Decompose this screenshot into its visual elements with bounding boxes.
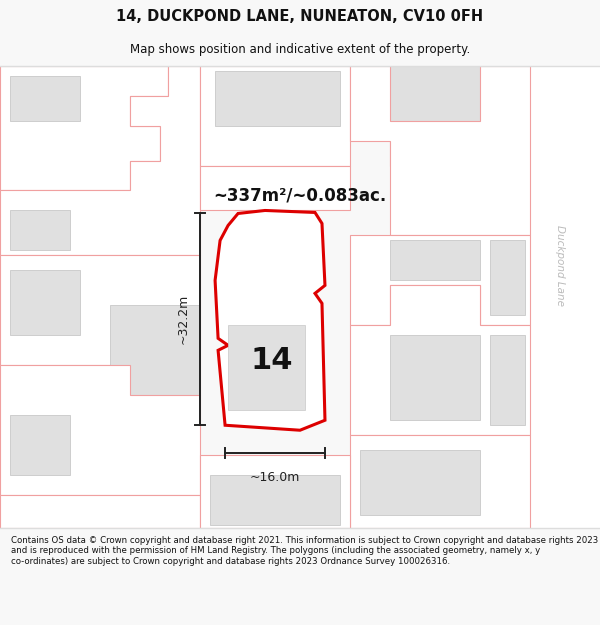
Polygon shape — [210, 475, 340, 525]
Polygon shape — [390, 66, 480, 131]
Polygon shape — [10, 211, 70, 251]
Polygon shape — [490, 241, 525, 316]
Polygon shape — [1, 365, 200, 495]
Text: 14: 14 — [251, 346, 293, 375]
Polygon shape — [360, 450, 480, 515]
Polygon shape — [200, 455, 350, 528]
Polygon shape — [390, 131, 480, 166]
Polygon shape — [350, 286, 530, 435]
Text: ~32.2m: ~32.2m — [177, 294, 190, 344]
Polygon shape — [110, 306, 200, 395]
Polygon shape — [200, 166, 350, 211]
Polygon shape — [200, 66, 350, 166]
Polygon shape — [10, 76, 80, 121]
Polygon shape — [390, 141, 480, 206]
Text: ~16.0m: ~16.0m — [250, 471, 300, 484]
Text: Duckpond Lane: Duckpond Lane — [555, 225, 565, 306]
Text: 14, DUCKPOND LANE, NUNEATON, CV10 0FH: 14, DUCKPOND LANE, NUNEATON, CV10 0FH — [116, 9, 484, 24]
Text: Contains OS data © Crown copyright and database right 2021. This information is : Contains OS data © Crown copyright and d… — [11, 536, 598, 566]
Polygon shape — [10, 415, 70, 475]
Text: ~337m²/~0.083ac.: ~337m²/~0.083ac. — [213, 186, 386, 204]
Polygon shape — [1, 66, 168, 191]
Text: Map shows position and indicative extent of the property.: Map shows position and indicative extent… — [130, 42, 470, 56]
Polygon shape — [228, 326, 305, 410]
Polygon shape — [395, 71, 475, 121]
Polygon shape — [390, 336, 480, 420]
Polygon shape — [1, 495, 200, 528]
Polygon shape — [530, 66, 599, 528]
Polygon shape — [490, 336, 525, 425]
Polygon shape — [1, 256, 200, 395]
Polygon shape — [350, 66, 530, 236]
Polygon shape — [390, 241, 480, 281]
Polygon shape — [10, 271, 80, 336]
Polygon shape — [390, 66, 480, 121]
Polygon shape — [215, 211, 325, 430]
Polygon shape — [350, 435, 530, 528]
Polygon shape — [350, 236, 530, 326]
Polygon shape — [215, 71, 340, 126]
Polygon shape — [228, 326, 305, 410]
Polygon shape — [1, 66, 200, 256]
